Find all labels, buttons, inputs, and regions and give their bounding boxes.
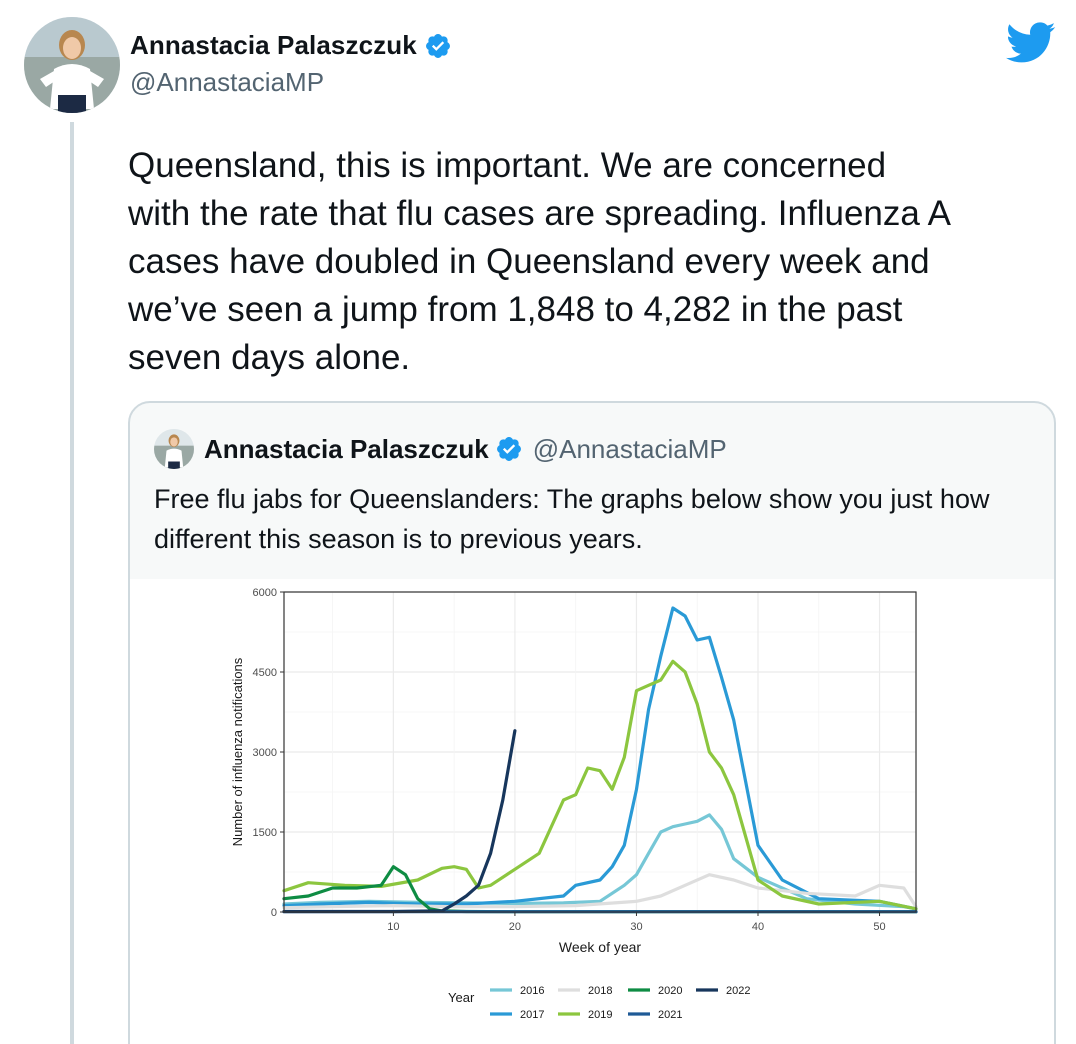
quoted-author-avatar <box>154 429 194 469</box>
twitter-bird-icon[interactable] <box>1006 22 1056 64</box>
author-handle[interactable]: @AnnastaciaMP <box>130 67 325 97</box>
author-name[interactable]: Annastacia Palaszczuk <box>130 30 417 60</box>
x-tick-label: 10 <box>387 921 399 933</box>
y-tick-label: 1500 <box>253 827 277 839</box>
quoted-tweet-card[interactable]: Annastacia Palaszczuk @AnnastaciaMP Free… <box>128 401 1056 1044</box>
legend-label-2022: 2022 <box>726 985 750 997</box>
series-line-2017 <box>282 606 918 911</box>
y-axis-label: Number of influenza notifications <box>230 657 245 846</box>
x-tick-label: 50 <box>873 921 885 933</box>
tweet-text: Queensland, this is important. We are co… <box>128 146 951 377</box>
series-line-2018 <box>282 873 918 910</box>
author-photo <box>24 17 120 113</box>
flu-line-chart: 0 1500 3000 4500 6000 10 20 30 40 50 Week of year N… <box>230 587 918 1021</box>
legend-label-2017: 2017 <box>520 1009 544 1021</box>
x-axis-label: Week of year <box>559 939 642 955</box>
tweet-header: Annastacia Palaszczuk @AnnastaciaMP <box>130 30 452 98</box>
verified-badge-icon <box>496 437 521 461</box>
x-tick-label: 30 <box>630 921 642 933</box>
quoted-author-handle: @AnnastaciaMP <box>532 433 727 464</box>
x-tick-label: 40 <box>752 921 764 933</box>
y-tick-label: 3000 <box>253 747 277 759</box>
quoted-tweet-header: Annastacia Palaszczuk @AnnastaciaMP <box>154 429 727 469</box>
quoted-author-photo <box>154 429 194 469</box>
verified-badge-icon <box>425 33 450 58</box>
quoted-tweet-text: Free flu jabs for Queenslanders: The gra… <box>154 484 990 554</box>
legend-label-2019: 2019 <box>588 1009 612 1021</box>
legend-label-2021: 2021 <box>658 1009 682 1021</box>
flu-chart-image[interactable]: 0 1500 3000 4500 6000 10 20 30 40 50 Week of year N… <box>130 579 1054 1044</box>
thread-connector-line <box>70 122 74 1044</box>
series-line-2019 <box>282 659 918 911</box>
legend-title: Year <box>448 990 475 1005</box>
author-avatar[interactable] <box>24 17 120 113</box>
y-tick-label: 6000 <box>253 587 277 599</box>
y-tick-label: 4500 <box>253 667 277 679</box>
y-tick-label: 0 <box>271 907 277 919</box>
legend-label-2018: 2018 <box>588 985 612 997</box>
legend-label-2016: 2016 <box>520 985 544 997</box>
quoted-author-name: Annastacia Palaszczuk <box>204 433 489 464</box>
x-tick-label: 20 <box>509 921 521 933</box>
legend-label-2020: 2020 <box>658 985 682 997</box>
